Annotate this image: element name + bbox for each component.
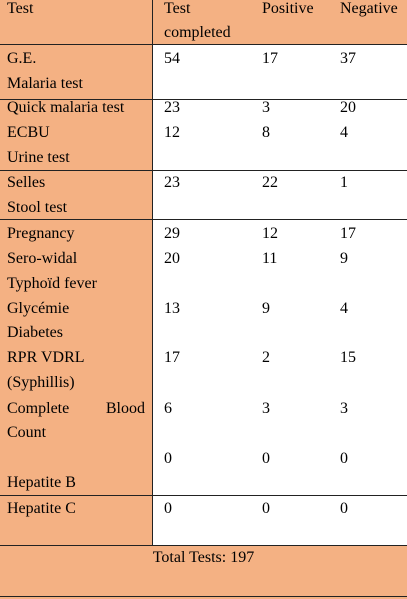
header-completed-line2: completed	[164, 24, 231, 41]
row-name-sub: Stool test	[7, 199, 68, 216]
cell-positive: 0	[262, 500, 270, 517]
row-name: G.E.	[7, 50, 37, 67]
header-row	[0, 0, 407, 44]
cell-completed: 54	[164, 50, 180, 67]
row-divider	[0, 596, 407, 597]
cell-completed: 20	[164, 250, 180, 267]
row-name: Quick malaria test	[7, 99, 125, 116]
cell-positive: 22	[262, 174, 278, 191]
header-test: Test	[7, 0, 34, 17]
cell-completed: 0	[164, 450, 172, 467]
header-completed-line1: Test	[164, 0, 191, 17]
cell-completed: 12	[164, 124, 180, 141]
row-name-sub: Malaria test	[7, 75, 83, 92]
row-name: Pregnancy	[7, 225, 75, 242]
cell-negative: 0	[340, 500, 348, 517]
cell-completed: 23	[164, 174, 180, 191]
row-label-cell	[0, 495, 152, 545]
row-name: Sero-widal	[7, 250, 78, 267]
cell-positive: 11	[262, 250, 278, 267]
row-name-sub: Diabetes	[7, 324, 63, 341]
row-name-justified: Complete Blood	[7, 396, 145, 421]
cell-negative: 4	[340, 300, 348, 317]
cell-positive: 8	[262, 124, 270, 141]
cell-positive: 3	[262, 99, 270, 116]
row-name-word: Blood	[105, 400, 145, 417]
cell-completed: 17	[164, 349, 180, 366]
column-divider	[152, 0, 153, 545]
row-name: Hepatite C	[7, 500, 76, 517]
row-label-cell	[0, 219, 152, 495]
row-name: Selles	[7, 174, 46, 191]
row-name: ECBU	[7, 124, 50, 141]
row-label-cell	[0, 99, 152, 170]
cell-positive: 3	[262, 400, 270, 417]
row-name: RPR VDRL	[7, 349, 85, 366]
header-positive: Positive	[262, 0, 314, 17]
cell-negative: 17	[340, 225, 356, 242]
row-label-cell	[0, 44, 152, 99]
row-divider	[0, 44, 407, 45]
row-divider	[0, 219, 407, 220]
row-name: Glycémie	[7, 300, 70, 317]
cell-completed: 29	[164, 225, 180, 242]
total-tests: Total Tests: 197	[152, 549, 255, 566]
row-name-sub: Urine test	[7, 149, 70, 166]
row-divider	[0, 545, 407, 546]
header-negative: Negative	[340, 0, 398, 17]
row-name-sub: Typhoïd fever	[7, 275, 97, 292]
cell-completed: 23	[164, 99, 180, 116]
cell-negative: 20	[340, 99, 356, 116]
cell-negative: 1	[340, 174, 348, 191]
row-divider	[0, 170, 407, 171]
total-row	[0, 545, 407, 599]
row-label-cell	[0, 170, 152, 219]
cell-positive: 0	[262, 450, 270, 467]
cell-negative: 0	[340, 450, 348, 467]
row-name-sub: (Syphillis)	[7, 374, 75, 391]
row-name: Hepatite B	[7, 474, 76, 491]
cell-completed: 13	[164, 300, 180, 317]
cell-negative: 9	[340, 250, 348, 267]
cell-negative: 4	[340, 124, 348, 141]
cell-negative: 3	[340, 400, 348, 417]
row-name-word: Complete	[7, 400, 70, 417]
cell-completed: 0	[164, 500, 172, 517]
row-divider	[0, 99, 407, 100]
row-name-sub: Count	[7, 424, 47, 441]
cell-positive: 17	[262, 50, 278, 67]
cell-negative: 15	[340, 349, 356, 366]
cell-positive: 12	[262, 225, 278, 242]
cell-completed: 6	[164, 400, 172, 417]
row-divider	[0, 495, 407, 496]
cell-negative: 37	[340, 50, 356, 67]
cell-positive: 2	[262, 349, 270, 366]
cell-positive: 9	[262, 300, 270, 317]
